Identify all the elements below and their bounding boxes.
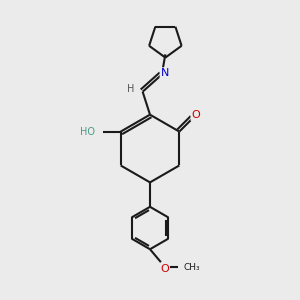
Text: N: N: [160, 68, 169, 78]
Text: O: O: [160, 264, 169, 274]
Text: HO: HO: [80, 127, 95, 136]
Text: H: H: [127, 84, 134, 94]
Text: CH₃: CH₃: [184, 263, 200, 272]
Text: O: O: [191, 110, 200, 120]
